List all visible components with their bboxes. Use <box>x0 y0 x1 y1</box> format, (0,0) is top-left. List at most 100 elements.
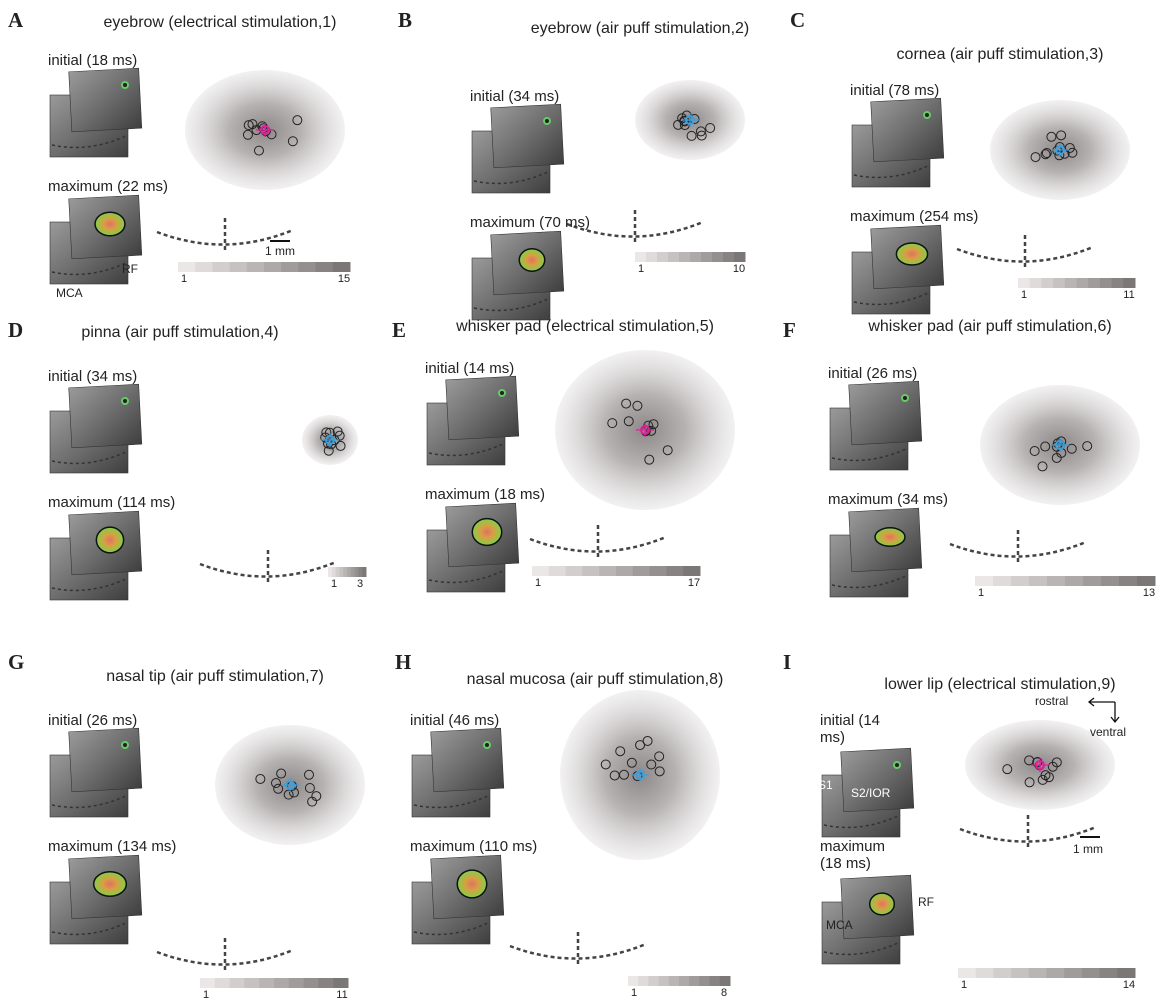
maximum-label: maximum (34 ms) <box>828 491 948 508</box>
initial-label: initial (46 ms) <box>410 712 499 729</box>
initial-label: initial (34 ms) <box>48 368 137 385</box>
panel-letter: D <box>8 318 23 343</box>
colorbar-step <box>178 262 196 272</box>
rf-label: RF <box>918 895 934 909</box>
colorbar-step <box>1123 278 1135 288</box>
colorbar-step <box>1018 278 1030 288</box>
colorbar-step <box>699 976 710 986</box>
colorbar-step <box>247 262 265 272</box>
panel-title: eyebrow (air puff stimulation,2) <box>531 20 749 38</box>
initial-spot <box>122 82 128 88</box>
image-front <box>849 381 922 445</box>
initial-spot <box>894 762 900 768</box>
colorbar-step <box>259 978 274 988</box>
colorbar-step <box>1029 968 1047 978</box>
colorbar-step <box>689 976 700 986</box>
colorbar-step <box>1112 278 1124 288</box>
colorbar-step <box>993 968 1011 978</box>
colorbar-step <box>659 976 670 986</box>
panel-title: eyebrow (electrical stimulation,1) <box>104 14 337 32</box>
image-front <box>871 98 944 162</box>
initial-spot <box>122 742 128 748</box>
colorbar-step <box>657 252 669 262</box>
panel-letter: A <box>8 8 23 33</box>
initial-label: initial (14 ms) <box>425 360 514 377</box>
initial-label: initial (34 ms) <box>470 88 559 105</box>
colorbar-step <box>975 576 994 586</box>
colorbar-max: 3 <box>357 578 363 590</box>
colorbar-max: 10 <box>733 263 745 275</box>
colorbar-step <box>683 566 700 576</box>
maximum-label: maximum (254 ms) <box>850 208 978 225</box>
colorbar-step <box>1100 278 1112 288</box>
colorbar-step <box>362 567 366 577</box>
colorbar-step <box>690 252 702 262</box>
panel-letter: H <box>395 650 411 675</box>
initial-spot <box>499 390 505 396</box>
colorbar-max: 13 <box>1143 587 1155 599</box>
image-front <box>431 728 504 792</box>
colorbar-max: 11 <box>1123 289 1134 301</box>
colorbar-step <box>599 566 616 576</box>
panel-title: whisker pad (air puff stimulation,6) <box>868 318 1111 336</box>
colorbar-step <box>669 976 680 986</box>
colorbar-step <box>976 968 994 978</box>
maximum-label: maximum (134 ms) <box>48 838 176 855</box>
colorbar-step <box>648 976 659 986</box>
maximum-spot <box>95 212 125 236</box>
colorbar-step <box>336 567 340 577</box>
initial-label: initial (26 ms) <box>48 712 137 729</box>
colorbar-step <box>566 566 583 576</box>
axis-arrows <box>1089 698 1119 722</box>
figure: Aeyebrow (electrical stimulation,1) initi… <box>0 0 1169 999</box>
colorbar-step <box>679 976 690 986</box>
colorbar-step <box>332 567 336 577</box>
maximum-spot <box>519 249 544 271</box>
colorbar-step <box>532 566 549 576</box>
colorbar-max: 11 <box>336 989 347 1001</box>
colorbar-step <box>1082 968 1100 978</box>
colorbar-step <box>628 976 639 986</box>
maximum-label: maximum (110 ms) <box>410 838 537 855</box>
colorbar-step <box>298 262 316 272</box>
colorbar-step <box>616 566 633 576</box>
maximum-label: maximum (70 ms) <box>470 214 590 231</box>
panel-title: whisker pad (electrical stimulation,5) <box>456 318 714 336</box>
colorbar-step <box>316 262 334 272</box>
colorbar-step <box>358 567 362 577</box>
initial-label: initial (18 ms) <box>48 52 137 69</box>
initial-spot <box>122 398 128 404</box>
colorbar-step <box>215 978 230 988</box>
image-front <box>491 104 564 168</box>
colorbar-step <box>1011 576 1030 586</box>
colorbar-step <box>1053 278 1065 288</box>
colorbar-min: 1 <box>978 587 984 599</box>
rostral-label: rostral <box>1035 694 1068 708</box>
colorbar-step <box>633 566 650 576</box>
region-label: S1 <box>818 778 833 792</box>
colorbar-min: 1 <box>1021 289 1027 301</box>
colorbar-step <box>347 567 351 577</box>
colorbar-min: 1 <box>631 987 637 999</box>
panel-title: lower lip (electrical stimulation,9) <box>884 676 1115 694</box>
colorbar-step <box>734 252 746 262</box>
colorbar-step <box>200 978 215 988</box>
colorbar-step <box>339 567 343 577</box>
colorbar-step <box>712 252 724 262</box>
colorbar-step <box>1119 576 1138 586</box>
maximum-spot <box>94 872 127 896</box>
colorbar-step <box>1041 278 1053 288</box>
colorbar-step <box>1030 278 1042 288</box>
colorbar-max: 14 <box>1123 979 1135 991</box>
mca-label: MCA <box>56 286 83 300</box>
initial-spot <box>924 112 930 118</box>
scale-label: 1 mm <box>265 244 295 258</box>
panel-letter: G <box>8 650 24 675</box>
ventral-label: ventral <box>1090 725 1126 739</box>
panel-letter: E <box>392 318 406 343</box>
maximum-label: maximum (18 ms) <box>820 838 890 872</box>
panel-title: pinna (air puff stimulation,4) <box>81 324 278 342</box>
colorbar-min: 1 <box>638 263 644 275</box>
colorbar-step <box>720 976 731 986</box>
colorbar-step <box>343 567 347 577</box>
